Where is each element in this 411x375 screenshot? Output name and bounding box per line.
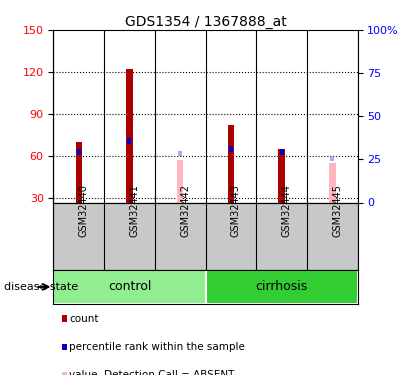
- Bar: [279, 149, 284, 155]
- Bar: [329, 163, 335, 202]
- Text: GSM32444: GSM32444: [282, 184, 291, 237]
- Text: value, Detection Call = ABSENT: value, Detection Call = ABSENT: [69, 370, 234, 375]
- Bar: [177, 160, 183, 202]
- Bar: [228, 125, 234, 202]
- Bar: [127, 138, 132, 144]
- Text: GSM32441: GSM32441: [129, 184, 139, 237]
- Text: disease state: disease state: [4, 282, 78, 292]
- Text: GSM32443: GSM32443: [231, 184, 241, 237]
- Bar: [178, 151, 182, 156]
- Bar: [279, 149, 284, 202]
- Text: count: count: [69, 314, 99, 324]
- Text: GSM32440: GSM32440: [79, 184, 89, 237]
- Bar: [76, 142, 82, 202]
- Text: control: control: [108, 280, 151, 293]
- Bar: [127, 69, 132, 202]
- Text: GSM32445: GSM32445: [332, 184, 342, 237]
- Bar: [229, 146, 233, 152]
- Text: cirrhosis: cirrhosis: [255, 280, 308, 293]
- Bar: [53, 270, 206, 304]
- Text: percentile rank within the sample: percentile rank within the sample: [69, 342, 245, 352]
- Text: GSM32442: GSM32442: [180, 184, 190, 237]
- Bar: [330, 157, 334, 162]
- Title: GDS1354 / 1367888_at: GDS1354 / 1367888_at: [125, 15, 286, 29]
- Bar: [77, 149, 81, 155]
- Bar: [206, 270, 358, 304]
